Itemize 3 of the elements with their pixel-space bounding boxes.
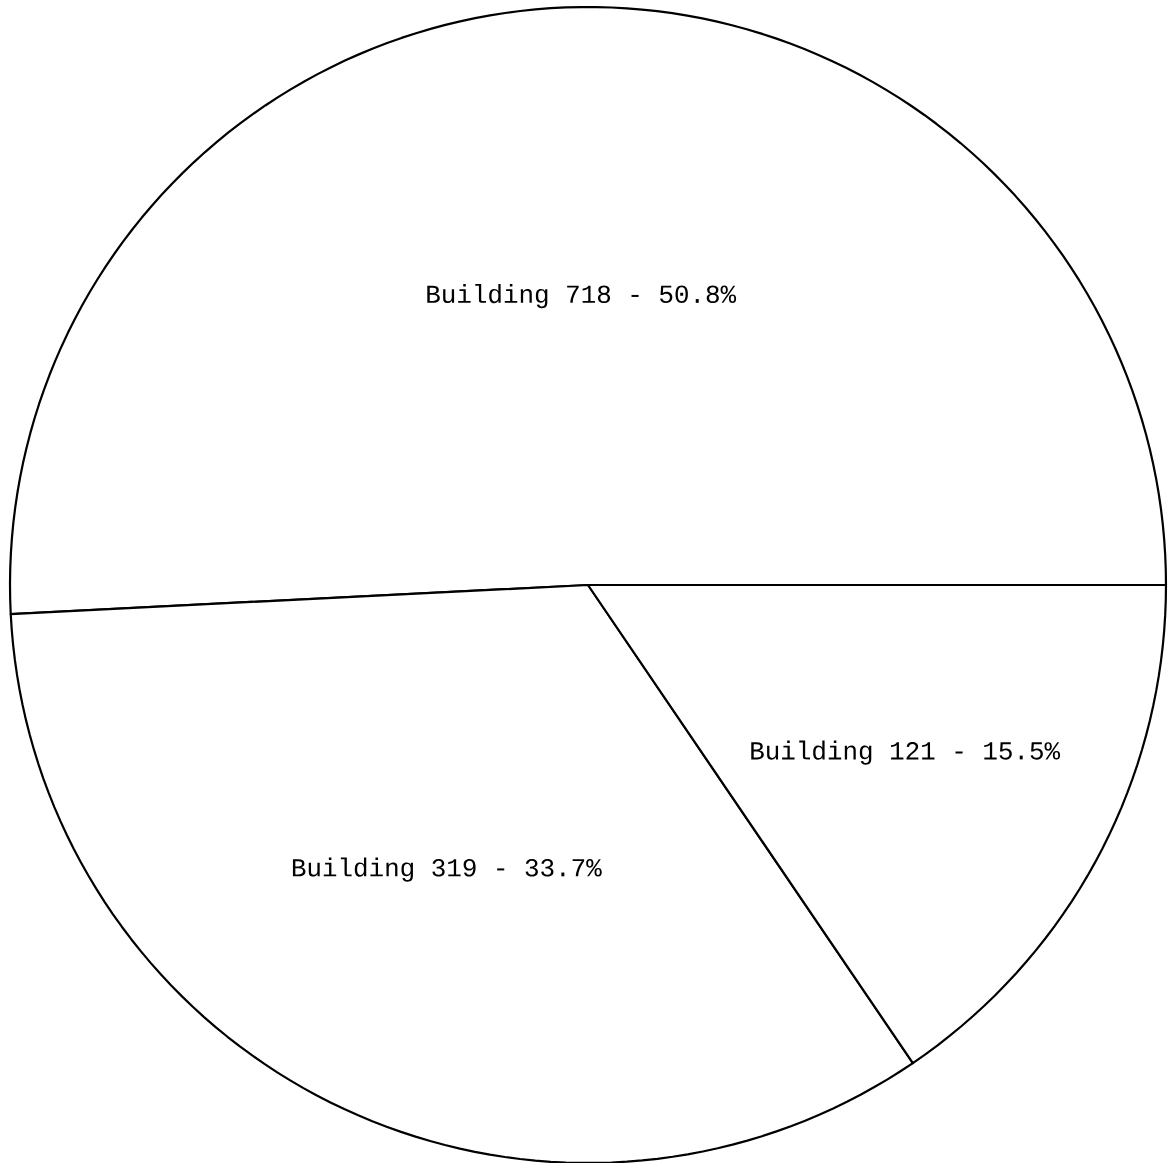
slice-label: Building 718 - 50.8% xyxy=(427,284,737,309)
slice-label: Building 121 - 15.5% xyxy=(751,740,1061,765)
slice-label: Building 319 - 33.7% xyxy=(292,857,602,882)
